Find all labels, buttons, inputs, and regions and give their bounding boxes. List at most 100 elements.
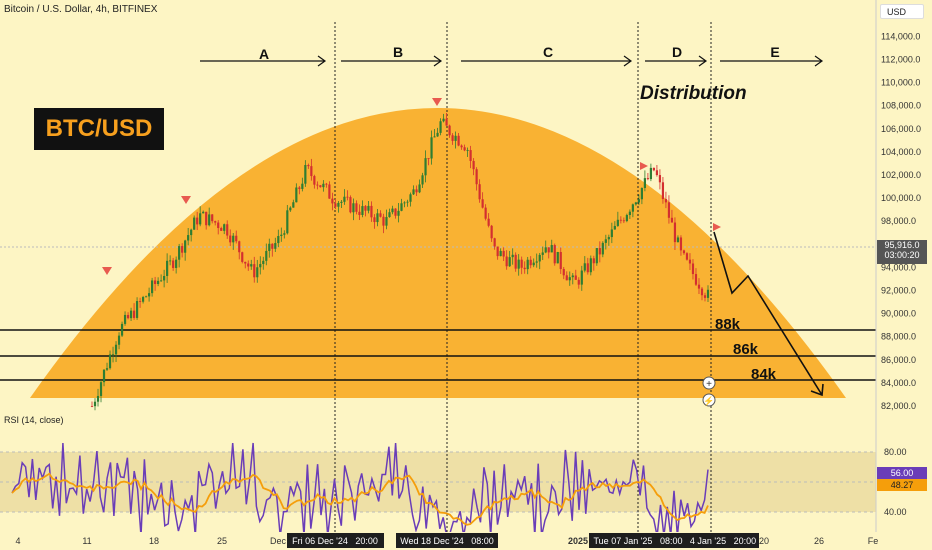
candle-body bbox=[688, 259, 692, 264]
candle-body bbox=[379, 213, 382, 217]
time-tick: 2025 bbox=[568, 536, 588, 546]
candle-body bbox=[169, 260, 172, 262]
candle-body bbox=[193, 217, 196, 230]
candle-body bbox=[619, 219, 622, 221]
candle-body bbox=[211, 214, 214, 222]
price-tick: 114,000.0 bbox=[881, 31, 920, 41]
candle-body bbox=[202, 211, 205, 214]
candle-body bbox=[433, 136, 436, 138]
rsi-line bbox=[11, 442, 709, 538]
candle-body bbox=[141, 297, 145, 302]
rsi-tick: 40.00 bbox=[884, 507, 907, 517]
candle-body bbox=[292, 202, 295, 208]
candle-body bbox=[343, 196, 346, 202]
candle-body bbox=[394, 208, 397, 216]
candle-body bbox=[253, 264, 256, 278]
candle-body bbox=[517, 259, 520, 269]
candle-body bbox=[114, 344, 118, 355]
price-tick: 100,000.0 bbox=[881, 193, 921, 203]
crosshair-1-bg bbox=[287, 533, 384, 548]
candle-body bbox=[166, 260, 169, 276]
candle-body bbox=[460, 145, 463, 148]
candle-body bbox=[135, 301, 139, 318]
support-levels bbox=[0, 329, 876, 381]
phase-arrows bbox=[200, 55, 824, 67]
candle-body bbox=[259, 264, 262, 268]
candle-body bbox=[337, 202, 340, 207]
candle-body bbox=[301, 183, 304, 189]
candle-body bbox=[129, 310, 133, 319]
candle-body bbox=[676, 237, 680, 243]
price-tick: 110,000.0 bbox=[881, 78, 920, 88]
candle-body bbox=[367, 205, 370, 211]
candle-body bbox=[514, 254, 517, 269]
candle-body bbox=[691, 263, 695, 275]
candle-body bbox=[187, 235, 190, 241]
candle-body bbox=[430, 137, 433, 159]
crosshair-label: 4 Jan '25 20:00 bbox=[690, 536, 756, 546]
candle-body bbox=[99, 382, 103, 396]
rsi-indicator-label[interactable]: RSI (14, close) bbox=[4, 415, 64, 425]
candle-body bbox=[304, 164, 307, 184]
candle-body bbox=[160, 280, 163, 282]
candle-body bbox=[138, 301, 142, 302]
candle-body bbox=[481, 199, 484, 208]
btc-usd-badge: BTC/USD bbox=[34, 108, 164, 150]
projection-arrowhead bbox=[810, 383, 824, 397]
candle-body bbox=[667, 202, 671, 218]
candle-body bbox=[409, 194, 412, 202]
candle-body bbox=[685, 253, 689, 260]
candle-body bbox=[295, 187, 298, 203]
marker-1 bbox=[102, 267, 112, 275]
lightning-icon[interactable] bbox=[702, 393, 716, 407]
add-icon[interactable] bbox=[702, 376, 716, 390]
marker-3 bbox=[432, 98, 442, 106]
candle-body bbox=[595, 248, 598, 264]
candle-body bbox=[523, 267, 526, 270]
candle-body bbox=[451, 135, 454, 141]
candle-body bbox=[163, 275, 166, 281]
candle-body bbox=[358, 211, 361, 215]
candle-body bbox=[268, 243, 271, 251]
rsi-ma-line bbox=[11, 472, 709, 526]
candle-body bbox=[577, 279, 580, 285]
crosshair-4-bg bbox=[687, 533, 759, 548]
candle-body bbox=[196, 217, 199, 225]
candle-body bbox=[178, 246, 181, 260]
level-label-86k: 86k bbox=[733, 341, 759, 358]
candle-body bbox=[190, 229, 193, 236]
candle-body bbox=[117, 335, 121, 345]
candle-body bbox=[147, 293, 151, 297]
candle-body bbox=[154, 280, 157, 285]
candle-body bbox=[415, 189, 418, 193]
currency-button[interactable]: USD bbox=[880, 4, 924, 19]
candle-body bbox=[559, 252, 562, 270]
candle-body bbox=[274, 243, 277, 249]
candle-body bbox=[349, 197, 352, 213]
candle-body bbox=[706, 289, 710, 298]
crosshair-3-bg bbox=[589, 533, 687, 548]
price-tick: 92,000.0 bbox=[881, 286, 916, 296]
time-axis-ticks: 4 11 18 25 Dec 2025 20 26 Fe bbox=[15, 536, 878, 546]
candle-body bbox=[93, 401, 97, 407]
time-tick: 25 bbox=[217, 536, 227, 546]
candle-body bbox=[175, 259, 178, 268]
candle-body bbox=[490, 225, 493, 239]
candle-body bbox=[586, 263, 589, 273]
price-axis-bg bbox=[876, 0, 932, 550]
candle-body bbox=[631, 204, 634, 212]
candle-body bbox=[172, 260, 175, 268]
candle-body bbox=[541, 252, 544, 255]
add-icon-glyph: + bbox=[706, 379, 712, 390]
candle-body bbox=[310, 166, 313, 177]
candle-body bbox=[223, 224, 226, 231]
phase-label-c: C bbox=[543, 44, 553, 60]
candle-body bbox=[436, 132, 439, 137]
candle-body bbox=[583, 263, 586, 271]
candle-body bbox=[316, 184, 319, 186]
candle-body bbox=[412, 189, 415, 195]
candle-body bbox=[640, 187, 643, 200]
candle-body bbox=[229, 235, 232, 243]
candle-body bbox=[385, 217, 388, 226]
